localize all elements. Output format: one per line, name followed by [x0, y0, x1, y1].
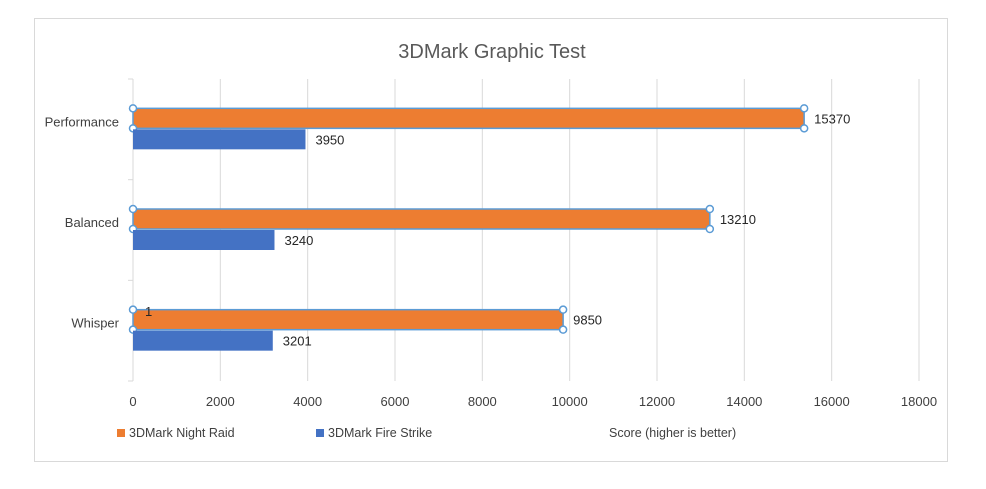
category-label: Balanced — [65, 215, 119, 230]
data-label: 15370 — [814, 111, 850, 126]
data-label: 13210 — [720, 212, 756, 227]
selection-handle[interactable] — [128, 104, 138, 113]
x-tick-label: 16000 — [814, 394, 850, 409]
bar[interactable] — [133, 129, 306, 150]
bars — [128, 104, 809, 351]
data-label: 3240 — [284, 233, 313, 248]
data-label: 3201 — [283, 334, 312, 349]
selection-handle[interactable] — [705, 204, 715, 214]
selection-handle[interactable] — [558, 305, 568, 314]
x-tick-label: 4000 — [293, 394, 322, 409]
data-label: 3950 — [315, 132, 344, 147]
x-tick-label: 6000 — [381, 394, 410, 409]
bar[interactable] — [133, 330, 273, 351]
legend[interactable]: 3DMark Night Raid 3DMark Fire Strike — [117, 426, 432, 440]
category-label: Whisper — [71, 316, 119, 331]
legend-label-fire-strike: 3DMark Fire Strike — [328, 426, 432, 440]
selection-handle[interactable] — [705, 224, 715, 234]
selection-handle[interactable] — [128, 305, 138, 314]
bar-chart: 3DMark Graphic Test 15370 3950 13210 3240 98… — [45, 41, 938, 440]
x-tick-label: 12000 — [639, 394, 675, 409]
selection-handle[interactable] — [128, 204, 138, 214]
legend-swatch-fire-strike — [316, 429, 324, 437]
chart-area[interactable]: 3DMark Graphic Test 15370 3950 13210 3240 98… — [34, 18, 948, 462]
x-tick-labels: 0 2000 4000 6000 8000 10000 12000 14000 16000 180… — [129, 394, 937, 409]
bar[interactable] — [133, 230, 275, 250]
x-tick-label: 14000 — [726, 394, 762, 409]
legend-label-night-raid: 3DMark Night Raid — [129, 426, 235, 440]
category-label: Performance — [45, 114, 119, 129]
selection-handle[interactable] — [558, 325, 568, 334]
x-tick-label: 2000 — [206, 394, 235, 409]
x-tick-label: 0 — [129, 394, 136, 409]
selection-handle[interactable] — [799, 124, 809, 133]
data-labels: 15370 3950 13210 3240 9850 3201 — [283, 111, 851, 348]
annotation-label: 1 — [145, 304, 152, 319]
selection-handle[interactable] — [799, 104, 809, 113]
bar[interactable] — [132, 308, 564, 331]
bar[interactable] — [132, 208, 711, 230]
bar[interactable] — [132, 107, 805, 130]
x-axis-title: Score (higher is better) — [609, 426, 736, 440]
data-label: 9850 — [573, 313, 602, 328]
x-tick-label: 8000 — [468, 394, 497, 409]
category-labels: Performance Balanced Whisper — [45, 114, 120, 330]
legend-swatch-night-raid — [117, 429, 125, 437]
x-tick-label: 10000 — [552, 394, 588, 409]
chart-title: 3DMark Graphic Test — [398, 41, 586, 63]
x-tick-label: 18000 — [901, 394, 937, 409]
